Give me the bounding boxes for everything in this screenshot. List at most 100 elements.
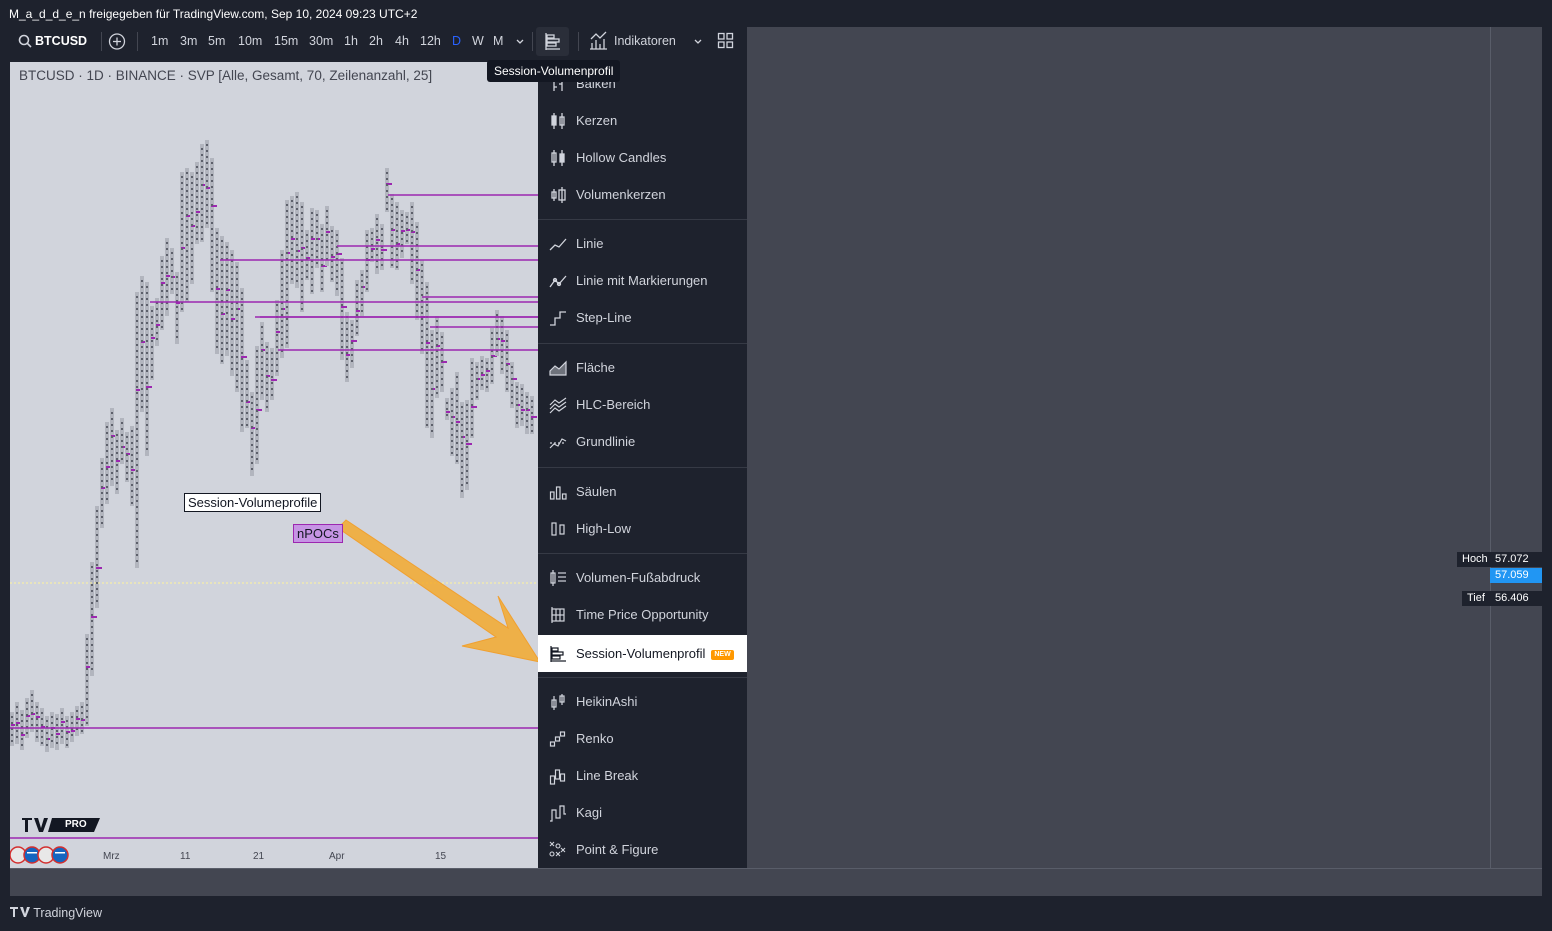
timeframe-1m[interactable]: 1m <box>151 34 169 48</box>
volume-row-tick <box>286 252 288 254</box>
volume-row-tick <box>96 570 98 572</box>
volume-row-tick <box>206 192 208 194</box>
volume-row-tick <box>431 424 433 426</box>
timeframe-30m[interactable]: 30m <box>309 34 334 48</box>
volume-row-tick <box>241 364 243 366</box>
volume-row-tick <box>241 424 243 426</box>
price-chart[interactable]: BTCUSD · 1D · BINANCE · SVP [Alle, Gesam… <box>10 62 538 868</box>
volume-row-tick <box>411 242 413 244</box>
chevron-down-icon[interactable] <box>693 27 703 56</box>
volume-row-tick <box>341 298 343 300</box>
annotation-session-volumeprofile[interactable]: Session-Volumeprofile <box>184 493 322 512</box>
timeframe-m[interactable]: M <box>493 34 504 48</box>
timeframe-15m[interactable]: 15m <box>274 34 299 48</box>
menu-item-session-volumenprofil[interactable]: Session-Volumenprofil NEW <box>538 635 747 672</box>
menu-item-kerzen[interactable]: Kerzen <box>538 102 747 139</box>
volume-row-tick <box>146 322 148 324</box>
poc-tick <box>126 453 132 455</box>
menu-item-kagi[interactable]: Kagi <box>538 794 747 831</box>
timeframe-w[interactable]: W <box>472 34 484 48</box>
volume-row-tick <box>481 360 483 362</box>
volume-row-tick <box>106 486 108 488</box>
pro-badge: PRO <box>65 819 87 830</box>
menu-item-hollow-candles[interactable]: Hollow Candles <box>538 139 747 176</box>
volume-row-tick <box>276 352 278 354</box>
menu-item-high-low[interactable]: High-Low <box>538 510 747 547</box>
volume-row-tick <box>341 328 343 330</box>
volume-row-tick <box>231 356 233 358</box>
volume-row-tick <box>521 418 523 420</box>
volume-row-tick <box>481 378 483 380</box>
volume-row-tick <box>421 264 423 266</box>
volume-row-tick <box>91 596 93 598</box>
volume-row-tick <box>181 182 183 184</box>
poc-tick <box>186 215 192 217</box>
indicators-icon[interactable] <box>590 27 608 56</box>
chevron-down-icon[interactable] <box>515 27 525 56</box>
layout-grid-icon[interactable] <box>717 27 734 56</box>
volume-row-tick <box>91 608 93 610</box>
volume-row-tick <box>211 192 213 194</box>
volume-row-tick <box>81 712 83 714</box>
menu-item-linie[interactable]: Linie <box>538 225 747 262</box>
volume-row-tick <box>141 370 143 372</box>
volume-row-tick <box>96 534 98 536</box>
volume-row-tick <box>431 388 433 390</box>
timeframe-1h[interactable]: 1h <box>344 34 358 48</box>
annotation-npocs[interactable]: nPOCs <box>293 524 343 543</box>
timeframe-4h[interactable]: 4h <box>395 34 409 48</box>
volume-row-tick <box>421 306 423 308</box>
volume-row-tick <box>306 234 308 236</box>
menu-item-heikinashi[interactable]: HeikinAshi <box>538 683 747 720</box>
step-line-icon <box>550 311 566 326</box>
symbol-search[interactable]: BTCUSD <box>35 34 88 48</box>
menu-item-grundlinie[interactable]: Grundlinie <box>538 423 747 460</box>
volume-row-tick <box>341 274 343 276</box>
poc-tick <box>486 370 492 372</box>
volume-row-tick <box>136 476 138 478</box>
volume-row-tick <box>236 368 238 370</box>
volume-row-tick <box>471 374 473 376</box>
menu-item-line-break[interactable]: Line Break <box>538 757 747 794</box>
volume-row-tick <box>11 740 13 742</box>
timeframe-10m[interactable]: 10m <box>238 34 263 48</box>
volume-row-tick <box>211 288 213 290</box>
timeframe-3m[interactable]: 3m <box>180 34 198 48</box>
chart-type-button[interactable] <box>536 27 569 56</box>
timeframe-d[interactable]: D <box>452 34 462 48</box>
compare-add-icon[interactable] <box>108 27 126 56</box>
menu-item-volumenkerzen[interactable]: Volumenkerzen <box>538 176 747 213</box>
volume-row-tick <box>31 700 33 702</box>
volume-row-tick <box>126 466 128 468</box>
volume-row-tick <box>211 240 213 242</box>
volume-row-tick <box>531 406 533 408</box>
menu-item-flaeche[interactable]: Fläche <box>538 349 747 386</box>
menu-item-point-figure[interactable]: Point & Figure <box>538 831 747 868</box>
volume-row-tick <box>431 370 433 372</box>
volume-row-tick <box>246 424 248 426</box>
volume-row-tick <box>516 392 518 394</box>
volume-row-tick <box>226 342 228 344</box>
menu-item-linie-mit-markierungen[interactable]: Linie mit Markierungen <box>538 262 747 299</box>
search-icon[interactable] <box>18 27 32 56</box>
menu-item-volumen-fussabdruck[interactable]: Volumen-Fußabdruck <box>538 559 747 596</box>
volume-row-tick <box>136 452 138 454</box>
timeframe-12h[interactable]: 12h <box>420 34 441 48</box>
timeframe-5m[interactable]: 5m <box>208 34 226 48</box>
volume-row-tick <box>281 260 283 262</box>
timeframe-2h[interactable]: 2h <box>369 34 383 48</box>
volume-row-tick <box>16 712 18 714</box>
volume-row-tick <box>386 178 388 180</box>
volume-row-tick <box>251 456 253 458</box>
volume-row-tick <box>91 638 93 640</box>
menu-item-time-price-opportunity[interactable]: Time Price Opportunity <box>538 596 747 633</box>
volume-row-tick <box>271 352 273 354</box>
volume-row-tick <box>531 430 533 432</box>
menu-item-hlc-bereich[interactable]: HLC-Bereich <box>538 386 747 423</box>
low-price-label: 56.406 <box>1490 591 1542 606</box>
menu-item-saeulen[interactable]: Säulen <box>538 473 747 510</box>
menu-item-renko[interactable]: Renko <box>538 720 747 757</box>
indicators-button[interactable]: Indikatoren <box>614 34 676 48</box>
menu-item-step-line[interactable]: Step-Line <box>538 299 747 336</box>
volume-row-tick <box>411 236 413 238</box>
